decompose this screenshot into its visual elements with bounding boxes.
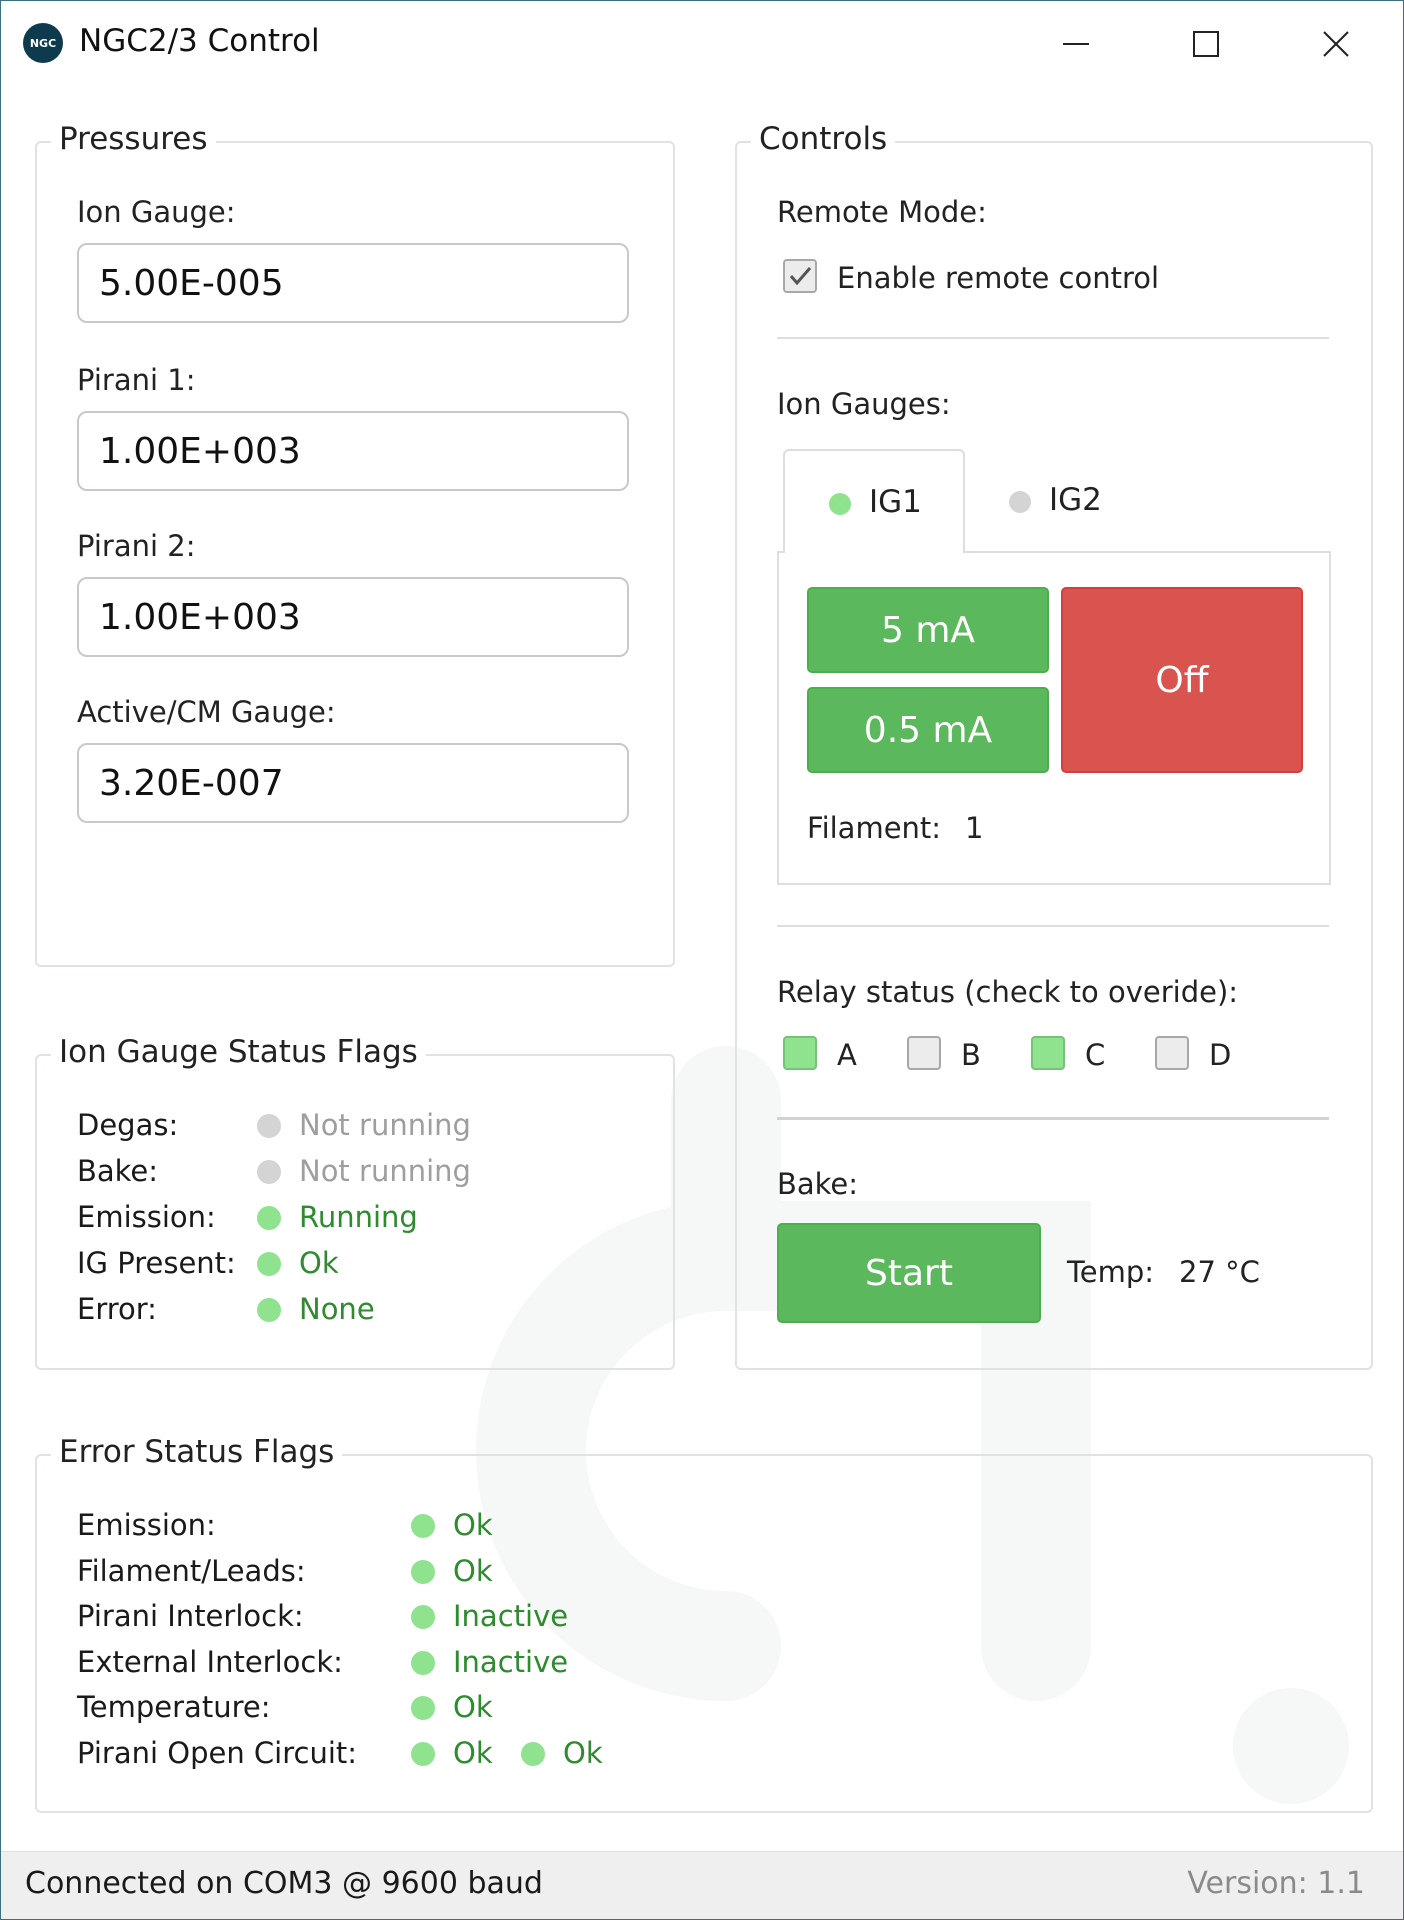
ig-flag-status-dot-icon xyxy=(257,1252,281,1276)
title-bar[interactable]: NGC NGC2/3 Control xyxy=(1,1,1403,87)
ig-flag-value: Ok xyxy=(299,1246,339,1280)
emission-05ma-button[interactable]: 0.5 mA xyxy=(807,687,1049,773)
maximize-icon xyxy=(1193,31,1219,57)
ig2-status-dot xyxy=(1009,491,1031,513)
ig-flag-label: Bake: xyxy=(77,1154,159,1188)
ig-flag-label: Degas: xyxy=(77,1108,179,1142)
filament-value: 1 xyxy=(965,811,984,845)
error-flag-value: Ok xyxy=(453,1690,493,1724)
active-cm-gauge-label: Active/CM Gauge: xyxy=(77,695,336,729)
ig1-status-dot xyxy=(829,493,851,515)
error-flag-value: Ok xyxy=(453,1508,493,1542)
version-label: Version: 1.1 xyxy=(1187,1866,1365,1901)
ig-flag-status-dot-icon xyxy=(257,1160,281,1184)
emission-off-button[interactable]: Off xyxy=(1061,587,1303,773)
error-flag-value: Inactive xyxy=(453,1599,569,1633)
connection-status: Connected on COM3 @ 9600 baud xyxy=(25,1866,543,1901)
error-flag-label: Pirani Interlock: xyxy=(77,1599,304,1633)
relay-label-a: A xyxy=(837,1038,857,1072)
ig-flag-value: Running xyxy=(299,1200,418,1234)
minimize-button[interactable] xyxy=(1016,1,1136,87)
emission-5ma-button[interactable]: 5 mA xyxy=(807,587,1049,673)
error-flag-status-dot-icon xyxy=(411,1514,435,1538)
filament-label: Filament: xyxy=(807,811,942,845)
error-flag-value: Ok xyxy=(563,1735,603,1770)
relay-checkbox-d[interactable] xyxy=(1155,1036,1189,1070)
ig-flag-label: Emission: xyxy=(77,1200,216,1234)
ig-flag-value: Not running xyxy=(299,1154,471,1188)
relay-checkbox-b[interactable] xyxy=(907,1036,941,1070)
ig-flag-value: Not running xyxy=(299,1108,471,1142)
close-icon xyxy=(1323,31,1349,57)
ig-flag-value: None xyxy=(299,1292,375,1326)
pirani2-field[interactable]: 1.00E+003 xyxy=(77,577,629,657)
remote-control-label: Enable remote control xyxy=(837,261,1160,295)
ion-gauges-label: Ion Gauges: xyxy=(777,387,951,421)
error-flag-value: Ok xyxy=(453,1553,493,1588)
pressures-title: Pressures xyxy=(51,121,216,157)
remote-control-checkbox[interactable] xyxy=(783,259,817,293)
error-status-flags-group: Error Status Flags Emission: Ok Filament/L… xyxy=(35,1434,1373,1813)
relay-checkbox-a[interactable] xyxy=(783,1036,817,1070)
error-flag-label: Pirani Open Circuit: xyxy=(77,1735,358,1770)
ion-gauge-label: Ion Gauge: xyxy=(77,195,236,229)
bake-label: Bake: xyxy=(777,1167,859,1201)
error-flag-status-dot-icon xyxy=(521,1741,545,1766)
error-status-flags-title: Error Status Flags xyxy=(51,1434,343,1470)
error-flag-status-dot-icon xyxy=(411,1650,435,1675)
pirani1-label: Pirani 1: xyxy=(77,363,196,397)
error-flag-label: Filament/Leads: xyxy=(77,1553,306,1588)
active-cm-gauge-field[interactable]: 3.20E-007 xyxy=(77,743,629,823)
error-flag-value: Ok xyxy=(453,1735,493,1770)
close-button[interactable] xyxy=(1276,1,1396,87)
controls-title: Controls xyxy=(751,121,896,157)
ig-status-flags-title: Ion Gauge Status Flags xyxy=(51,1034,426,1070)
tab-ig2[interactable]: IG2 xyxy=(965,449,1147,553)
separator xyxy=(777,1117,1329,1120)
remote-mode-label: Remote Mode: xyxy=(777,195,987,229)
controls-group: Controls Remote Mode: Enable remote cont… xyxy=(735,121,1373,1370)
error-flag-status-dot-icon xyxy=(411,1605,435,1629)
window-title: NGC2/3 Control xyxy=(79,23,320,59)
pressures-group: Pressures Ion Gauge: 5.00E-005 Pirani 1:… xyxy=(35,121,675,967)
error-flag-value: Inactive xyxy=(453,1644,569,1679)
pirani1-field[interactable]: 1.00E+003 xyxy=(77,411,629,491)
error-flag-label: External Interlock: xyxy=(77,1644,343,1679)
ig-flag-label: IG Present: xyxy=(77,1246,236,1280)
error-flag-label: Emission: xyxy=(77,1508,216,1542)
maximize-button[interactable] xyxy=(1146,1,1266,87)
ig-flag-label: Error: xyxy=(77,1292,157,1326)
status-bar: Connected on COM3 @ 9600 baud Version: 1… xyxy=(1,1851,1403,1919)
tab-ig2-label: IG2 xyxy=(1049,482,1102,518)
relay-checkbox-c[interactable] xyxy=(1031,1036,1065,1070)
tab-ig1[interactable]: IG1 xyxy=(783,449,965,553)
app-logo-icon: NGC xyxy=(23,23,63,63)
error-flag-status-dot-icon xyxy=(411,1696,435,1720)
ig-flag-status-dot-icon xyxy=(257,1298,281,1322)
ig-flag-status-dot-icon xyxy=(257,1114,281,1138)
bake-start-button[interactable]: Start xyxy=(777,1223,1041,1323)
error-flag-status-dot-icon xyxy=(411,1741,435,1766)
relay-status-label: Relay status (check to overide): xyxy=(777,975,1239,1009)
checkmark-icon xyxy=(789,267,812,286)
separator xyxy=(777,337,1329,339)
temp-value: 27 °C xyxy=(1179,1255,1260,1289)
relay-label-b: B xyxy=(961,1038,981,1072)
temp-label: Temp: xyxy=(1067,1255,1155,1289)
ig1-tab-panel: 5 mA 0.5 mA Off Filament: 1 xyxy=(777,551,1331,885)
tab-ig1-label: IG1 xyxy=(869,484,922,520)
relay-label-d: D xyxy=(1209,1038,1232,1072)
error-flag-label: Temperature: xyxy=(77,1690,271,1724)
ig-flag-status-dot-icon xyxy=(257,1206,281,1230)
pirani2-label: Pirani 2: xyxy=(77,529,196,563)
ig-status-flags-group: Ion Gauge Status Flags Degas: Not running… xyxy=(35,1034,675,1370)
relay-label-c: C xyxy=(1085,1038,1106,1072)
separator xyxy=(777,925,1329,927)
minimize-icon xyxy=(1063,43,1089,45)
error-flag-status-dot-icon xyxy=(411,1559,435,1584)
ion-gauge-field[interactable]: 5.00E-005 xyxy=(77,243,629,323)
